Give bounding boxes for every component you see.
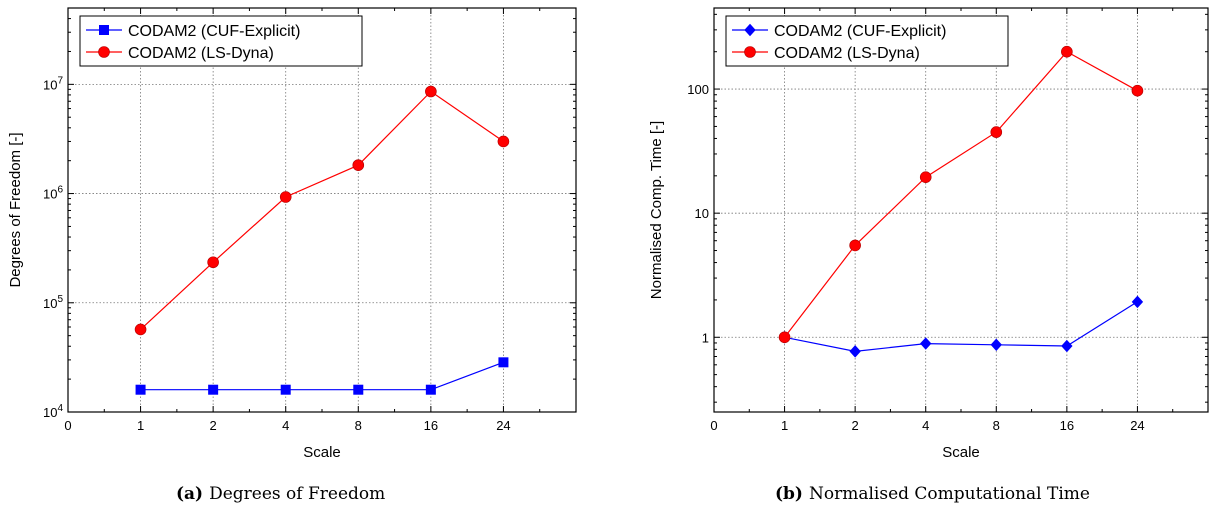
y-tick-label: 105 [43, 294, 63, 311]
x-tick-label: 4 [282, 418, 289, 433]
caption-a-text: Degrees of Freedom [209, 484, 386, 504]
legend-box [725, 15, 1009, 67]
data-point [849, 345, 861, 358]
data-point [1131, 84, 1144, 97]
series-line [784, 50, 1138, 338]
legend-box [79, 15, 363, 67]
data-point [1061, 339, 1073, 353]
y-tick-label: 10 [695, 206, 709, 221]
y-tick-label: 1 [702, 330, 709, 345]
data-point [990, 126, 1003, 138]
data-point [425, 85, 437, 98]
caption-a-tag: (a) [176, 484, 204, 504]
x-tick-label: 2 [210, 418, 217, 433]
y-tick-label: 106 [43, 185, 63, 202]
y-tick-label: 107 [43, 75, 63, 92]
legend-marker [744, 23, 756, 37]
data-point [135, 384, 146, 395]
series-line [784, 301, 1138, 353]
data-point [920, 337, 932, 350]
data-point [990, 338, 1002, 352]
data-point [1061, 45, 1073, 58]
data-point [134, 323, 147, 336]
data-point [1131, 295, 1144, 309]
x-tick-label: 1 [137, 418, 144, 433]
data-point [279, 191, 292, 203]
data-point [498, 357, 509, 368]
plot-area [68, 8, 576, 412]
data-point [425, 384, 436, 395]
y-tick-label: 100 [687, 82, 709, 97]
data-point [208, 384, 219, 395]
x-axis-label: Scale [303, 444, 341, 461]
data-point [919, 171, 932, 183]
legend-marker [99, 25, 109, 35]
x-tick-label: 2 [852, 418, 859, 433]
y-axis-label: Normalised Comp. Time [-] [648, 121, 665, 299]
data-point [849, 239, 861, 252]
legend-label: CODAM2 (CUF-Explicit) [774, 23, 946, 40]
series-0 [135, 357, 509, 395]
series-1 [778, 45, 1144, 344]
series-line [140, 361, 504, 391]
x-tick-label: 0 [710, 418, 717, 433]
series-line [140, 90, 504, 330]
plot-area [714, 8, 1208, 412]
x-tick-label: 16 [1060, 418, 1074, 433]
data-point [497, 135, 510, 148]
x-axis-label: Scale [942, 444, 980, 461]
x-tick-label: 8 [355, 418, 362, 433]
caption-a: (a) Degrees of Freedom [176, 484, 385, 504]
legend: CODAM2 (CUF-Explicit) CODAM2 (LS-Dyna) [725, 15, 1009, 67]
legend-label: CODAM2 (CUF-Explicit) [128, 23, 300, 40]
caption-b-text: Normalised Computational Time [808, 484, 1090, 504]
legend-label: CODAM2 (LS-Dyna) [774, 45, 920, 62]
legend-marker [744, 46, 756, 58]
caption-b: (b) Normalised Computational Time [775, 484, 1090, 504]
legend: CODAM2 (CUF-Explicit) CODAM2 (LS-Dyna) [79, 15, 363, 67]
y-axis-label: Degrees of Freedom [-] [7, 132, 24, 287]
legend-marker [98, 46, 110, 58]
x-tick-label: 8 [993, 418, 1000, 433]
legend-label: CODAM2 (LS-Dyna) [128, 45, 274, 62]
x-tick-label: 16 [424, 418, 438, 433]
x-tick-label: 0 [64, 418, 71, 433]
series-1 [134, 85, 510, 336]
data-point [280, 384, 291, 395]
x-tick-label: 4 [922, 418, 929, 433]
data-point [353, 384, 364, 395]
data-point [778, 331, 791, 344]
x-tick-label: 24 [496, 418, 510, 433]
x-tick-label: 1 [781, 418, 788, 433]
data-point [352, 159, 365, 171]
caption-b-tag: (b) [775, 484, 803, 504]
x-tick-label: 24 [1130, 418, 1144, 433]
y-tick-label: 104 [43, 403, 63, 420]
data-point [207, 256, 219, 269]
